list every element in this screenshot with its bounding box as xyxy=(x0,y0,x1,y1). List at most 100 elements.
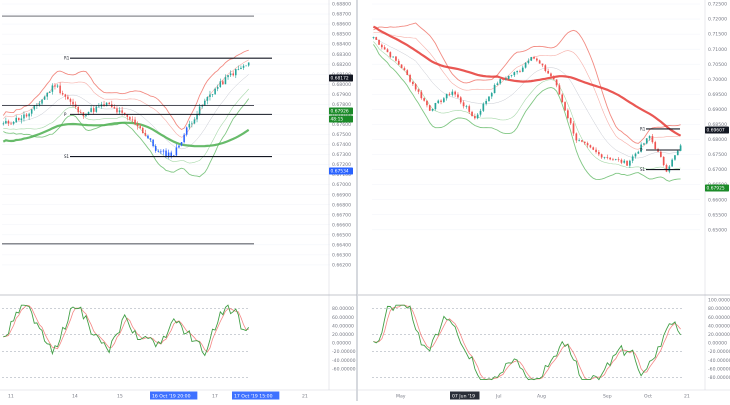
left-chart-panel[interactable]: 0.68800 0.68700 0.68600 0.68500 0.68400 0.683… xyxy=(2,0,356,400)
candle-body xyxy=(245,65,247,67)
candle-body xyxy=(72,101,74,105)
oscillator-tick-label: 40.00000 xyxy=(332,323,354,329)
candle-body xyxy=(572,123,575,134)
price-badge-label: 0.67534 xyxy=(331,169,349,175)
candle-body xyxy=(237,69,240,70)
price-badge-label: 0.69607 xyxy=(707,128,725,134)
oscillator-signal-line xyxy=(373,304,681,381)
candle-body xyxy=(479,110,482,115)
right-chart-panel[interactable]: 0.72500 0.72000 0.71500 0.71000 0.70500 0.700… xyxy=(372,0,730,400)
oscillator-tick-label: 80.00000 xyxy=(708,306,730,312)
candles xyxy=(372,36,682,174)
candle-body xyxy=(139,126,141,128)
price-tick-label: 0.66700 xyxy=(332,212,351,218)
candle-body xyxy=(43,96,46,100)
candle-body xyxy=(219,81,222,88)
candle-body xyxy=(482,103,485,111)
oscillator-pane: 100.00000 80.00000 60.00000 40.00000 20.0000… xyxy=(372,298,730,381)
oscillator-tick-label: 20.00000 xyxy=(332,332,354,338)
candle-body xyxy=(193,119,196,124)
candle-body xyxy=(654,142,657,150)
mid-band-line xyxy=(373,36,681,159)
candle-body xyxy=(620,159,623,163)
moving-average-line xyxy=(372,25,682,137)
candle-body xyxy=(679,145,682,151)
candle-body xyxy=(550,73,552,77)
candle-body xyxy=(519,71,521,72)
bollinger-bands xyxy=(373,22,681,182)
price-tick-label: 0.68200 xyxy=(332,62,351,68)
candle-body xyxy=(242,65,245,68)
oscillator-tick-label: -60.00000 xyxy=(708,366,730,372)
candle-body xyxy=(614,159,617,160)
candle-body xyxy=(54,85,56,87)
candle-body xyxy=(609,157,611,160)
price-tick-label: 0.66800 xyxy=(332,202,351,208)
candle-body xyxy=(178,145,180,148)
price-tick-label: 0.66400 xyxy=(332,242,351,248)
candle-body xyxy=(457,94,459,98)
pivot-levels: R1 P S1 xyxy=(640,126,680,172)
candle-body xyxy=(552,76,555,80)
candle-body xyxy=(46,92,48,97)
candle-body xyxy=(144,133,147,136)
candle-body xyxy=(227,75,229,78)
candle-body xyxy=(136,124,139,127)
candle-body xyxy=(229,73,232,76)
candle-body xyxy=(77,106,79,113)
candle-body xyxy=(521,67,524,72)
price-tick-label: 0.67500 xyxy=(332,132,351,138)
candle-body xyxy=(643,143,645,145)
candle-body xyxy=(2,123,5,125)
candle-body xyxy=(440,100,442,102)
candle-body xyxy=(381,44,383,48)
candle-body xyxy=(493,84,496,94)
price-badge-label: 0.67926 xyxy=(331,109,349,115)
candle-body xyxy=(222,81,224,85)
candle-body xyxy=(383,47,386,50)
candle-body xyxy=(600,154,603,158)
time-tick-label: 16 Oct '19 20:00 xyxy=(152,394,191,400)
time-tick-label: 07 Jun '19 xyxy=(452,394,475,400)
candle-body xyxy=(409,74,411,82)
candle-body xyxy=(240,67,242,70)
candle-body xyxy=(502,79,504,80)
candle-body xyxy=(247,62,250,66)
price-badges: 0.69607 0.67925 xyxy=(705,126,729,192)
candle-body xyxy=(113,107,116,109)
candle-body xyxy=(397,60,400,65)
price-tick-label: 0.68500 xyxy=(708,122,727,128)
candle-body xyxy=(505,78,507,80)
time-axis: May 07 Jun '19 Jul Aug Sep Oct 21 xyxy=(396,391,690,400)
candle-body xyxy=(454,91,456,95)
candle-body xyxy=(564,102,566,111)
oscillator-tick-label: -40.00000 xyxy=(708,358,730,364)
candle-body xyxy=(674,155,676,160)
oscillator-tick-label: -60.00000 xyxy=(332,366,356,372)
candle-body xyxy=(121,110,123,113)
candle-body xyxy=(216,87,219,89)
candle-body xyxy=(33,105,36,110)
candle-body xyxy=(640,144,642,152)
candle-body xyxy=(38,103,41,106)
price-badge-label: 0.68172 xyxy=(331,76,349,82)
price-tick-label: 0.69000 xyxy=(708,107,727,113)
candle-body xyxy=(214,88,216,95)
candle-body xyxy=(160,151,162,153)
candle-body xyxy=(474,116,476,119)
candle-body xyxy=(496,83,499,85)
candle-body xyxy=(629,160,631,166)
candle-body xyxy=(412,81,414,85)
price-tick-label: 0.65500 xyxy=(708,212,727,218)
candle-body xyxy=(87,111,90,116)
candle-body xyxy=(372,37,375,38)
candle-body xyxy=(569,118,572,124)
candle-body xyxy=(426,100,428,106)
candle-body xyxy=(631,156,634,161)
price-tick-label: 0.68000 xyxy=(332,82,351,88)
time-axis-highlight xyxy=(232,391,280,400)
candle-body xyxy=(191,123,193,125)
candle-body xyxy=(603,157,606,158)
